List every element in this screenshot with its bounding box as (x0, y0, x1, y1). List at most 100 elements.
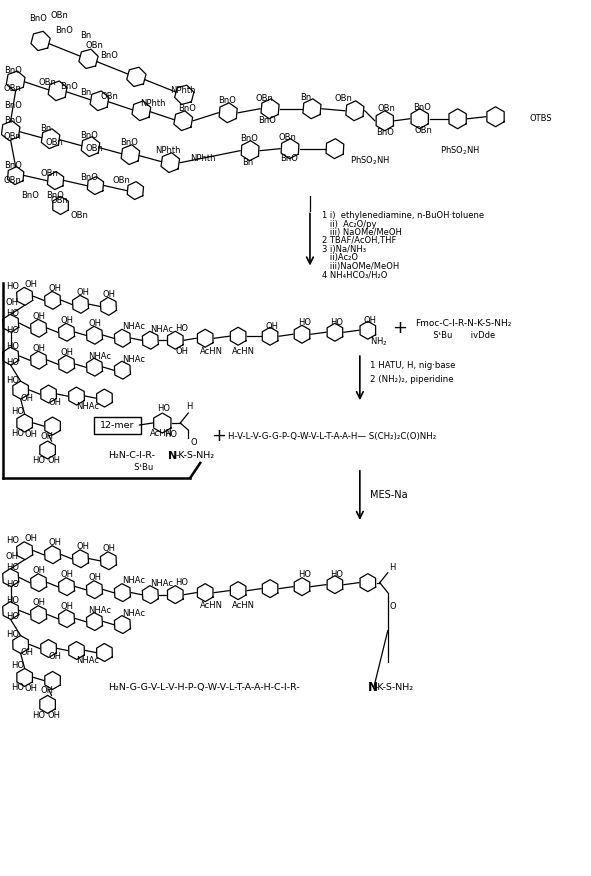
Text: OBn: OBn (70, 211, 89, 220)
Text: OH: OH (6, 552, 19, 562)
Text: OH: OH (48, 538, 61, 548)
Text: BnO: BnO (100, 52, 118, 60)
Text: HO: HO (164, 429, 177, 439)
Text: OH: OH (60, 602, 73, 611)
Text: BnO: BnO (4, 117, 21, 125)
Text: OBn: OBn (4, 176, 21, 185)
Text: OH: OH (48, 398, 61, 406)
Text: BnO: BnO (4, 161, 21, 170)
Text: NHAc: NHAc (76, 401, 99, 411)
Text: HO: HO (6, 326, 19, 335)
Text: HO: HO (6, 612, 19, 621)
Text: 12-mer: 12-mer (100, 420, 135, 429)
Text: HO: HO (6, 630, 19, 639)
Text: PhSO$_2$NH: PhSO$_2$NH (350, 154, 389, 167)
Text: OBn: OBn (86, 145, 103, 153)
Text: OBn: OBn (86, 41, 103, 51)
Text: +: + (392, 319, 407, 337)
Text: Bn: Bn (80, 32, 92, 40)
Text: H: H (389, 563, 395, 572)
Text: NHAc: NHAc (122, 609, 145, 618)
Text: OBn: OBn (51, 11, 69, 20)
Text: HO: HO (6, 357, 19, 367)
Text: HO: HO (157, 404, 170, 413)
Text: OBn: OBn (4, 84, 21, 94)
Text: BnO: BnO (280, 154, 298, 163)
Text: O: O (390, 602, 397, 611)
Text: N: N (368, 681, 378, 694)
Text: HO: HO (11, 661, 24, 670)
Text: Bn: Bn (242, 159, 254, 167)
Text: HO: HO (6, 596, 19, 605)
Text: +: + (210, 427, 226, 445)
Text: OH: OH (6, 298, 19, 307)
Text: OBn: OBn (335, 95, 353, 103)
Text: NHAc: NHAc (122, 321, 145, 331)
Text: HO: HO (6, 342, 19, 350)
Text: HO: HO (6, 282, 19, 291)
Text: OBn: OBn (38, 78, 57, 88)
Text: AcHN: AcHN (232, 601, 255, 610)
Text: 1 HATU, H, nig·base: 1 HATU, H, nig·base (370, 361, 455, 370)
Text: HO: HO (330, 318, 343, 327)
Text: OH: OH (60, 570, 73, 579)
Text: OBn: OBn (51, 196, 69, 205)
Text: BnO: BnO (47, 191, 64, 200)
Text: OH: OH (41, 686, 54, 695)
Text: OH: OH (48, 456, 61, 465)
Text: H-V-L-V-G-G-P-Q-W-V-L-T-A-A-H— S(CH₂)₂C(O)NH₂: H-V-L-V-G-G-P-Q-W-V-L-T-A-A-H— S(CH₂)₂C(… (228, 432, 436, 441)
Text: AcHN: AcHN (200, 347, 223, 356)
Text: OH: OH (21, 648, 34, 657)
Text: 4 NH₄HCO₃/H₂O: 4 NH₄HCO₃/H₂O (322, 271, 387, 279)
Text: BnO: BnO (56, 26, 73, 35)
Text: NHAc: NHAc (89, 606, 112, 615)
Text: NHAc: NHAc (150, 579, 173, 588)
Text: OBn: OBn (4, 132, 21, 141)
Text: OH: OH (21, 393, 34, 403)
Text: OH: OH (102, 290, 115, 299)
Text: NHAc: NHAc (122, 355, 145, 364)
Text: BnO: BnO (80, 131, 98, 140)
Text: H: H (186, 401, 193, 411)
Text: HO: HO (6, 580, 19, 590)
Text: BnO: BnO (121, 138, 138, 147)
Text: HO: HO (6, 309, 19, 318)
Text: ii)  Ac₂O/py: ii) Ac₂O/py (322, 220, 376, 229)
Text: Bn: Bn (41, 124, 52, 133)
Text: -K-S-NH₂: -K-S-NH₂ (176, 451, 215, 461)
Text: OH: OH (76, 542, 89, 551)
Text: HO: HO (176, 324, 189, 333)
Text: OH: OH (33, 312, 46, 321)
FancyBboxPatch shape (94, 417, 141, 434)
Text: OH: OH (102, 544, 115, 554)
Text: OH: OH (33, 566, 46, 576)
Text: N: N (168, 451, 177, 461)
Text: ii)Ac₂O: ii)Ac₂O (322, 253, 358, 263)
Text: H₂N-C-I-R-: H₂N-C-I-R- (108, 451, 155, 461)
Text: BnO: BnO (4, 102, 21, 110)
Text: Bn: Bn (300, 94, 311, 102)
Text: OH: OH (25, 534, 38, 543)
Text: OH: OH (60, 315, 73, 325)
Text: BnO: BnO (28, 15, 47, 24)
Text: BnO: BnO (60, 82, 79, 91)
Text: 2 TBAF/AcOH,THF: 2 TBAF/AcOH,THF (322, 237, 397, 245)
Text: HO: HO (33, 710, 46, 720)
Text: OH: OH (89, 319, 102, 328)
Text: OH: OH (48, 710, 61, 720)
Text: SᵗBu       ivDde: SᵗBu ivDde (415, 331, 495, 340)
Text: HO: HO (6, 376, 19, 385)
Text: OH: OH (25, 429, 38, 439)
Text: OH: OH (25, 279, 38, 289)
Text: OH: OH (25, 684, 38, 693)
Text: NHAc: NHAc (76, 656, 99, 665)
Text: SᵗBu: SᵗBu (108, 463, 154, 472)
Text: NH$_2$: NH$_2$ (370, 336, 387, 349)
Text: HO: HO (6, 563, 19, 572)
Text: OH: OH (60, 348, 73, 357)
Text: AcHN: AcHN (150, 428, 173, 437)
Text: NHAc: NHAc (122, 576, 145, 585)
Text: AcHN: AcHN (200, 601, 223, 610)
Text: BnO: BnO (413, 103, 431, 112)
Text: HO: HO (176, 578, 189, 587)
